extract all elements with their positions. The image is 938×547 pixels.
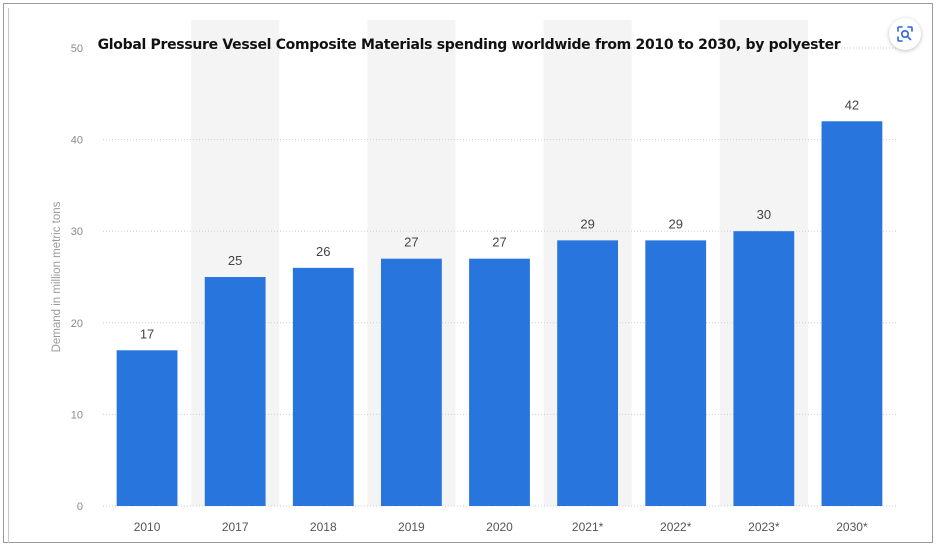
value-label: 27 [404,235,418,250]
x-tick-label: 2023* [748,520,780,534]
y-tick-label: 0 [77,501,83,513]
bar [380,258,442,506]
value-label: 17 [140,326,154,341]
x-tick-label: 2019 [398,520,425,534]
y-tick-label: 30 [71,226,83,238]
bar [292,267,354,506]
bar [645,240,707,507]
left-divider [8,8,9,543]
visual-search-button[interactable] [889,18,921,50]
bar [557,240,619,507]
y-tick-label: 20 [71,318,83,330]
x-tick-label: 2030* [836,520,868,534]
bar [733,231,795,506]
value-labels: 17 25 26 27 27 29 29 30 42 [140,97,859,341]
bar [116,350,178,506]
y-tick-labels: 0 10 20 30 40 50 [71,43,83,513]
x-tick-label: 2017 [222,520,249,534]
x-tick-label: 2021* [572,520,604,534]
x-tick-label: 2020 [486,520,513,534]
bars [116,121,883,507]
y-tick-label: 10 [71,409,83,421]
value-label: 30 [757,207,771,222]
bar [821,121,883,506]
value-label: 27 [492,235,506,250]
value-label: 42 [845,97,859,112]
value-label: 29 [580,216,594,231]
y-tick-label: 50 [71,43,83,55]
bar [204,277,266,506]
x-tick-label: 2022* [660,520,692,534]
value-label: 25 [228,253,242,268]
value-label: 26 [316,244,330,259]
y-axis-label: Demand in million metric tons [51,201,63,353]
chart-title: Global Pressure Vessel Composite Materia… [97,37,841,53]
y-tick-label: 40 [71,135,83,147]
x-tick-label: 2010 [134,520,161,534]
x-tick-labels: 2010 2017 2018 2019 2020 2021* 2022* 2023* 2030* [134,520,868,534]
bar [469,258,530,506]
visual-search-icon [897,26,913,42]
value-label: 29 [668,216,682,231]
x-tick-label: 2018 [310,520,337,534]
